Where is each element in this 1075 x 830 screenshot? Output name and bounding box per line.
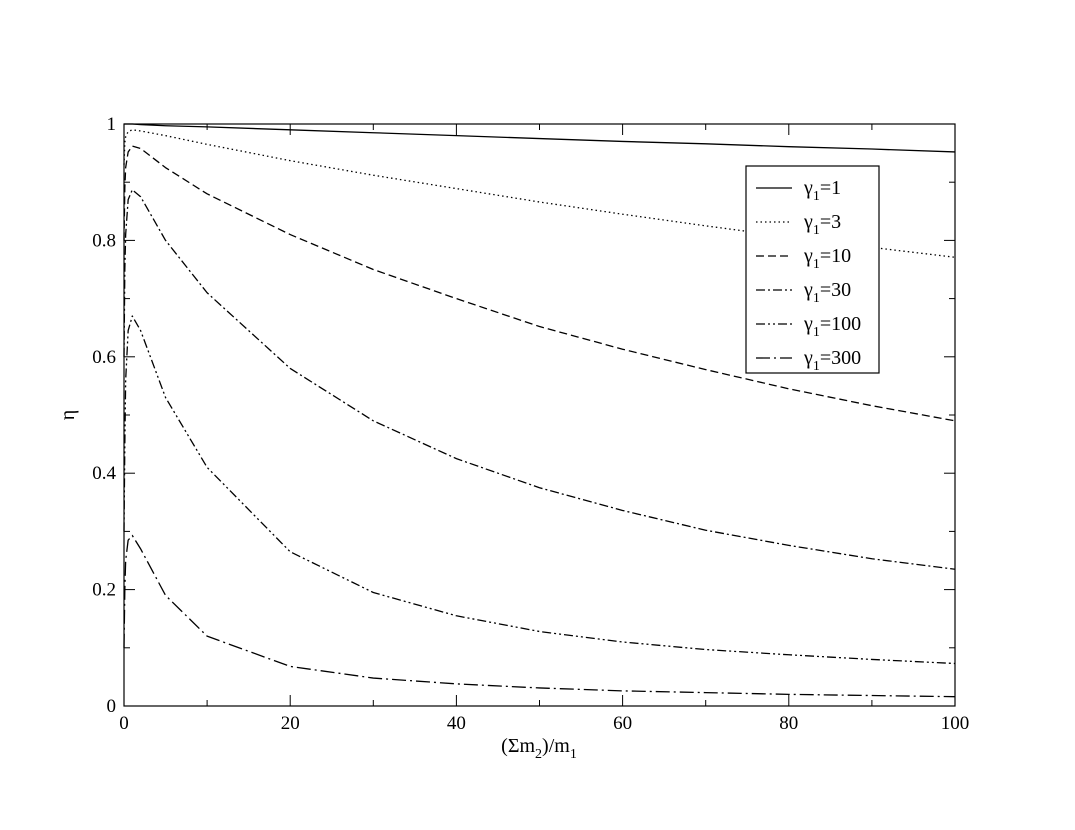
y-tick-label: 0.6 bbox=[92, 347, 116, 368]
y-tick-label: 0.2 bbox=[92, 580, 116, 601]
y-axis-title: η bbox=[57, 410, 79, 420]
legend-label-1: γ1=1 bbox=[803, 177, 841, 204]
y-tick-label: 1 bbox=[107, 114, 117, 135]
series-line-4 bbox=[123, 189, 956, 570]
legend-label-2: γ1=3 bbox=[803, 211, 841, 238]
series-line-3 bbox=[123, 145, 956, 422]
x-tick-label: 80 bbox=[779, 713, 798, 734]
series-lines bbox=[123, 123, 956, 698]
legend-label-6: γ1=300 bbox=[803, 347, 861, 374]
y-tick-label: 0 bbox=[107, 696, 117, 717]
legend: γ1=1 γ1=3 γ1=10 γ1=30 γ1=100 γ1=300 bbox=[745, 165, 880, 374]
tick-marks bbox=[123, 123, 956, 707]
legend-label-5: γ1=100 bbox=[803, 313, 861, 340]
x-tick-label: 20 bbox=[281, 713, 300, 734]
legend-box bbox=[745, 165, 880, 374]
x-tick-label: 60 bbox=[613, 713, 632, 734]
series-line-6 bbox=[123, 534, 956, 698]
tick-labels: 0 20 40 60 80 100 0 0.2 0.4 0.6 0.8 1 bbox=[92, 114, 969, 734]
x-tick-label: 40 bbox=[447, 713, 466, 734]
series-line-1 bbox=[124, 123, 956, 153]
x-tick-label: 0 bbox=[119, 713, 129, 734]
series-line-2 bbox=[123, 129, 956, 258]
legend-label-3: γ1=10 bbox=[803, 245, 851, 272]
x-tick-label: 100 bbox=[941, 713, 970, 734]
y-tick-label: 0.8 bbox=[92, 230, 116, 251]
series-line-5 bbox=[123, 315, 956, 665]
x-axis-title: (Σm2)/m1 bbox=[501, 735, 577, 762]
y-tick-label: 0.4 bbox=[92, 463, 116, 484]
legend-label-4: γ1=30 bbox=[803, 279, 851, 306]
